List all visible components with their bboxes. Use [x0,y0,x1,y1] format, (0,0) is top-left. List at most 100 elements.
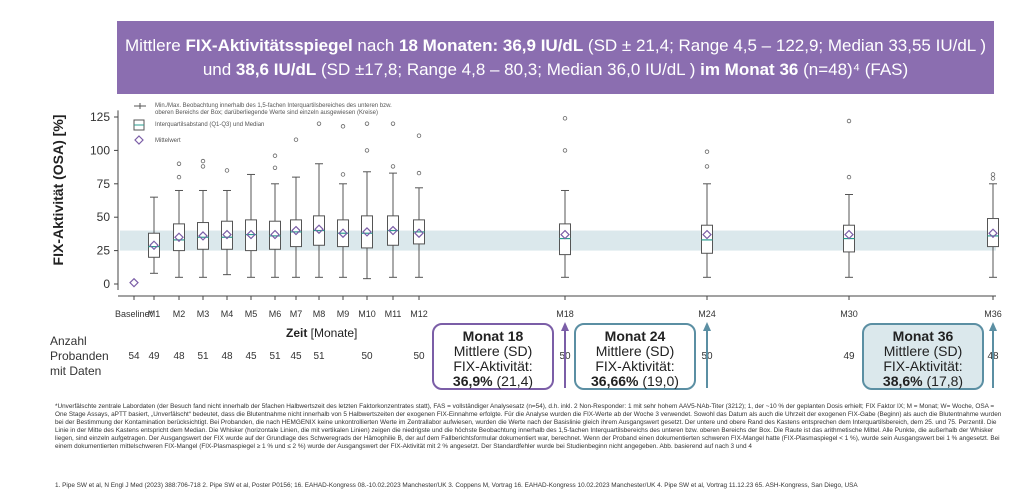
outlier-point [200,158,206,164]
box [221,220,233,250]
count-value: 48 [221,351,233,362]
boxplot-chart: 0 25 50 75 100 125 Baseline*M1 M2 M3 M4 M5 M6 M7 M8 M9… [90,103,1002,319]
outlier-point [704,149,710,154]
x-tick-label: M1 [148,309,161,319]
mean-marker [388,225,398,236]
count-value: 50 [413,351,425,362]
count-value: 48 [173,351,185,362]
x-tick-label: M5 [245,309,258,319]
callout-month-24: Monat 24 Mittlere (SD) FIX-Aktivität: 36… [574,323,696,390]
callout-month-18: Monat 18 Mittlere (SD) FIX-Aktivität: 36… [432,323,554,390]
callout-arrow [706,330,708,388]
mean-marker [844,229,854,240]
x-tick-label: M3 [197,309,210,319]
x-tick-label: M7 [290,309,303,319]
outlier-point [316,121,322,126]
mean-marker [291,225,301,236]
box [290,219,302,248]
legend-box-text: Interquartilsabstand (Q1-Q3) und Median [155,122,265,128]
outlier-point [562,116,568,121]
y-tick-label: 0 [103,277,110,291]
x-tick-label: M12 [410,309,428,319]
callout-arrow-head [561,322,569,331]
mean-marker [560,229,570,240]
box [197,222,209,250]
footnote-text: *Unverfälschte zentrale Labordaten (der … [55,403,1002,450]
outlier-point [390,121,396,126]
x-tick-label: M2 [173,309,186,319]
x-tick-label: M24 [698,309,716,319]
x-tick-label: M8 [313,309,326,319]
references-text: 1. Pipe SW et al, N Engl J Med (2023) 38… [55,482,858,489]
mean-marker [246,229,256,240]
outlier-point [340,124,346,129]
count-value: 50 [361,351,373,362]
callout-month-36: Monat 36 Mittlere (SD) FIX-Aktivität: 38… [862,323,984,390]
outlier-point [272,153,278,158]
outlier-point [390,164,396,169]
x-tick-label: M10 [358,309,376,319]
mean-marker [222,229,232,240]
mean-marker [414,228,424,239]
box [148,232,160,258]
outlier-point [293,137,299,142]
x-tick-label: M30 [840,309,858,319]
outlier-point [200,164,206,169]
outlier-point [224,168,230,173]
mean-marker [198,231,208,241]
outlier-point [704,164,710,169]
x-tick-label: Baseline* [115,309,154,319]
outlier-point [990,172,996,177]
mean-marker [174,232,184,243]
mean-marker [270,229,280,240]
count-value: 51 [313,351,325,362]
count-value: 45 [290,351,302,362]
banner-line-1: Mittlere FIX-Aktivitätsspiegel nach 18 M… [125,36,986,55]
outlier-point [176,174,182,180]
mean-marker [988,228,998,239]
x-tick-label: M6 [269,309,282,319]
y-tick-label: 125 [90,110,110,124]
y-tick-label: 25 [97,244,111,258]
count-value: 45 [245,351,257,362]
mean-marker [314,224,324,235]
x-tick-label: M11 [385,309,402,319]
outlier-point [846,174,852,180]
x-tick-label: M18 [556,309,574,319]
callout-arrow-head [703,322,711,331]
x-tick-label: M36 [984,309,1002,319]
count-row-label: Anzahl Probanden mit Daten [50,334,109,378]
legend-whisker-text: Min./Max. Beobachtung innerhalb des 1,5-… [155,103,392,116]
banner-line-2: und 38,6 IU/dL (SD ±17,8; Range 4,8 – 80… [202,60,909,79]
box [987,218,999,248]
y-tick-label: 100 [90,143,110,157]
y-tick-label: 50 [97,210,111,224]
count-value: 49 [843,351,855,362]
box [245,219,257,252]
mean-marker [362,227,372,237]
outlier-point [416,170,422,176]
outlier-point [272,165,278,170]
outlier-point [562,148,568,153]
outlier-point [340,172,346,177]
outlier-point [176,161,182,166]
callout-arrow [564,330,566,388]
mean-marker [129,277,139,288]
callout-arrow-head [989,322,997,331]
box [361,215,373,249]
legend-mean-symbol [134,135,144,145]
outlier-point [846,118,852,124]
count-value: 51 [197,351,209,362]
summary-banner: Mittlere FIX-Aktivitätsspiegel nach 18 M… [117,21,994,94]
outlier-point [990,176,996,181]
mean-marker [702,229,712,240]
box [173,223,185,252]
x-tick-label: M9 [337,309,350,319]
y-tick-label: 75 [97,177,111,191]
x-tick-label: M4 [221,309,234,319]
mean-marker [338,228,348,239]
outlier-point [364,121,370,126]
x-axis-label: Zeit [Monate] [286,326,358,340]
count-value: 49 [148,351,160,362]
mean-marker [149,240,159,251]
